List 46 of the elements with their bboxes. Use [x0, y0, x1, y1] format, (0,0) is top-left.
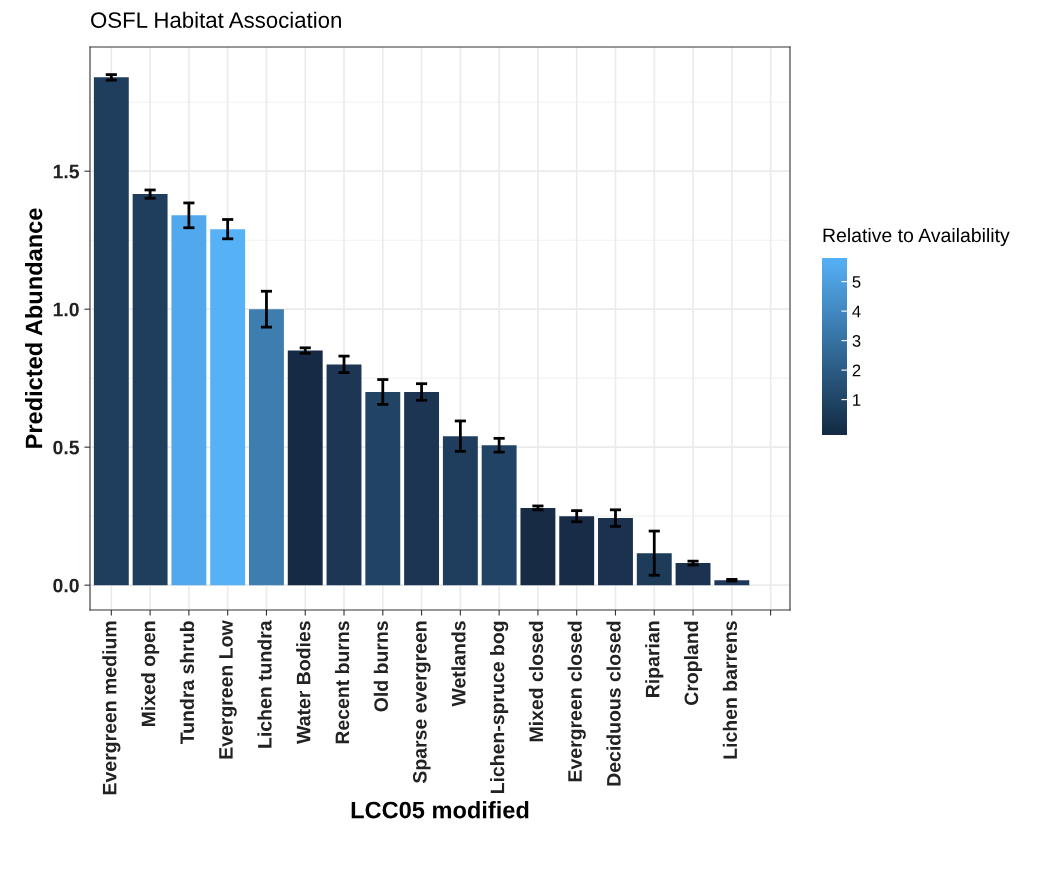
x-tick-label: Evergreen Low — [219, 620, 237, 759]
color-bar-label: 3 — [852, 335, 861, 347]
bar — [365, 391, 401, 586]
color-bar-title: Relative to Availability — [823, 227, 1010, 247]
x-tick-label: Water Bodies — [296, 621, 311, 744]
x-tick-label: Lichen-spruce bog — [490, 621, 509, 794]
y-tick-label: 0.5 — [53, 440, 80, 455]
bar — [171, 215, 207, 586]
x-tick-label: Old burns — [373, 621, 389, 712]
x-tick-label: Riparian — [645, 621, 664, 697]
x-tick-label: Mixed open — [141, 621, 160, 727]
bar — [326, 364, 362, 586]
color-bar-label: 4 — [852, 305, 861, 318]
y-tick-label: 0.0 — [53, 578, 79, 593]
bar — [210, 229, 246, 586]
y-tick-label: 1.0 — [53, 302, 79, 317]
x-tick-label: Tundra shrub — [179, 621, 195, 745]
x-tick-label: Wetlands — [451, 621, 466, 707]
bar — [481, 445, 517, 586]
color-bar-label: 2 — [852, 364, 861, 377]
y-tick-label: 1.5 — [53, 164, 80, 179]
bar — [404, 391, 440, 586]
bar — [559, 516, 595, 586]
chart-title: OSFL Habitat Association — [91, 11, 341, 28]
x-axis-title: LCC05 modified — [351, 801, 529, 819]
bar — [93, 77, 129, 586]
bar — [442, 436, 478, 586]
x-tick-label: Cropland — [683, 621, 703, 705]
x-tick-label: Lichen tundra — [257, 620, 272, 748]
bar — [598, 518, 633, 586]
y-axis-title: Predicted Abundance — [24, 208, 43, 448]
bar — [636, 553, 672, 586]
x-tick-label: Sparse evergreen — [412, 621, 431, 784]
x-tick-label: Deciduous closed — [606, 621, 621, 786]
bar — [132, 194, 168, 586]
x-tick-label: Evergreen medium — [102, 621, 121, 795]
color-bar-label: 5 — [852, 276, 861, 288]
x-tick-label: Lichen barrens — [722, 621, 738, 759]
bar — [249, 309, 284, 586]
color-bar-label: 1 — [853, 394, 861, 406]
bar — [675, 563, 711, 586]
x-tick-label: Evergreen closed — [567, 621, 586, 782]
bar — [287, 350, 323, 586]
x-tick-label: Recent burns — [334, 621, 350, 744]
x-tick-label: Mixed closed — [528, 621, 544, 742]
bar — [520, 507, 556, 586]
